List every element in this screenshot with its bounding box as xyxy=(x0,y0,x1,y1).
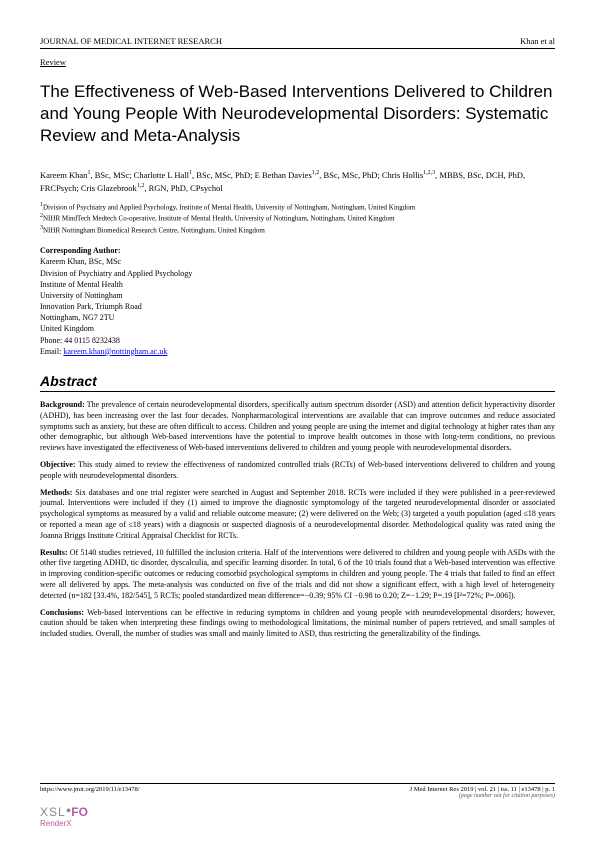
article-title: The Effectiveness of Web-Based Intervent… xyxy=(40,81,555,147)
authors-list: Kareem Khan1, BSc, MSc; Charlotte L Hall… xyxy=(40,169,555,194)
abstract-results: Results: Of 5140 studies retrieved, 10 f… xyxy=(40,548,555,602)
corresponding-email-line: Email: kareem.khan@nottingham.ac.uk xyxy=(40,346,555,357)
abstract-background: Background: The prevalence of certain ne… xyxy=(40,400,555,454)
abstract-objective: Objective: This study aimed to review th… xyxy=(40,460,555,482)
renderx-logo: XSL•FO RenderX xyxy=(40,803,555,828)
email-link[interactable]: kareem.khan@nottingham.ac.uk xyxy=(63,347,167,356)
corresponding-label: Corresponding Author: xyxy=(40,245,555,256)
footer-url: https://www.jmir.org/2019/11/e13478/ xyxy=(40,786,140,793)
author-short: Khan et al xyxy=(520,36,555,46)
footer-citation: J Med Internet Res 2019 | vol. 21 | iss.… xyxy=(410,786,555,793)
corresponding-author: Corresponding Author: Kareem Khan, BSc, … xyxy=(40,245,555,357)
page-header: JOURNAL OF MEDICAL INTERNET RESEARCH Kha… xyxy=(40,36,555,49)
journal-name: JOURNAL OF MEDICAL INTERNET RESEARCH xyxy=(40,36,222,46)
article-type: Review xyxy=(40,57,555,67)
footer-note: (page number not for citation purposes) xyxy=(40,793,555,799)
page-footer: https://www.jmir.org/2019/11/e13478/ J M… xyxy=(40,783,555,828)
abstract-heading: Abstract xyxy=(40,373,555,392)
abstract-conclusions: Conclusions: Web-based interventions can… xyxy=(40,608,555,640)
affiliations-list: 1Division of Psychiatry and Applied Psyc… xyxy=(40,201,555,235)
abstract-methods: Methods: Six databases and one trial reg… xyxy=(40,488,555,542)
